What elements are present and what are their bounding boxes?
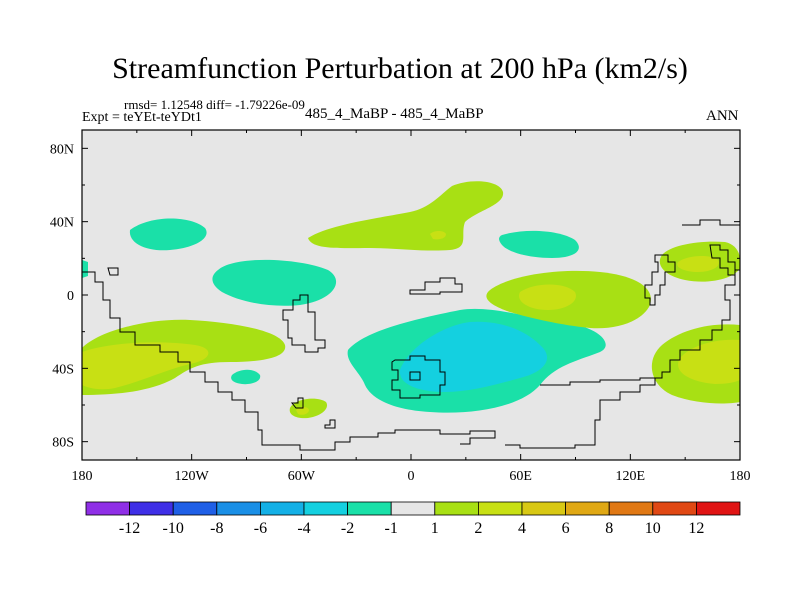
coastline [290,397,304,409]
x-axis: 180 120W 60W 0 60E 120E 180 [72,130,751,484]
colorbar-swatch [259,501,305,516]
coastline [282,294,326,353]
coastline [82,271,270,446]
contour-negative-2 [677,256,719,272]
colorbar-label: 6 [562,520,570,537]
colorbar: -12 -10 -8 -6 -4 -2 -1 1 2 4 6 8 10 12 [85,501,741,537]
coastline [391,355,446,399]
colorbar-swatch [129,501,174,516]
x-tick-label: 180 [72,469,93,484]
x-tick-label: 0 [408,469,415,484]
colorbar-label: 10 [645,520,661,537]
season-label: ANN [706,108,739,124]
colorbar-label: -6 [254,520,267,537]
colorbar-swatch [652,501,697,516]
colorbar-swatch [696,501,741,516]
contour-fills [82,181,740,419]
coastline [709,244,736,276]
colorbar-label: 4 [518,520,526,537]
x-tick-label: 60E [509,469,532,484]
colorbar-label: -12 [119,520,140,537]
coastline [505,377,656,449]
contour-positive-2 [399,321,548,392]
y-axis: 80N 40N 0 40S 80S [50,142,740,451]
coastline [409,371,421,381]
stats-text: rmsd= 1.12548 diff= -1.79226e-09 [124,97,305,112]
x-tick-label: 180 [730,469,751,484]
contour-negative-2 [519,284,576,310]
contour-positive-1 [82,260,88,278]
colorbar-swatch [216,501,261,516]
y-tick-label: 80S [52,436,74,451]
colorbar-label: 1 [431,520,439,537]
colorbar-swatch [85,501,130,516]
experiment-label: Expt = teYEt-teYDt1 [82,110,202,125]
contour-positive-1 [129,218,207,251]
coastline [107,267,119,276]
coastline [270,429,496,451]
x-tick-label: 120W [175,469,210,484]
contour-positive-1 [499,230,579,258]
colorbar-label: 8 [605,520,613,537]
colorbar-swatch [521,501,566,516]
contour-negative-2 [296,407,309,415]
chart-title: Streamfunction Perturbation at 200 hPa (… [112,52,688,85]
contour-negative-2 [430,231,446,240]
colorbar-swatch [565,501,610,516]
colorbar-swatch [434,501,479,516]
contour-negative-2 [82,342,209,390]
coastlines [82,219,740,451]
y-tick-label: 80N [50,142,74,157]
colorbar-label: -10 [163,520,184,537]
colorbar-swatch [303,501,348,516]
contour-negative-2 [678,339,740,384]
contour-positive-1 [410,323,420,331]
colorbar-swatch [477,501,523,516]
colorbar-label: -4 [297,520,310,537]
coastline [655,269,740,379]
x-tick-label: 60W [288,469,316,484]
colorbar-label: 12 [688,520,704,537]
experiment-names: 485_4_MaBP - 485_4_MaBP [305,106,484,122]
contour-positive-1 [212,259,337,306]
colorbar-swatch [172,501,218,516]
coastline [324,419,336,429]
coastline [409,277,463,295]
y-tick-label: 40N [50,216,74,231]
coastline [682,219,740,226]
contour-positive-1 [231,369,261,385]
colorbar-swatch [608,501,654,516]
colorbar-swatch [347,501,392,516]
y-tick-label: 0 [67,289,74,304]
colorbar-label: -2 [341,520,354,537]
colorbar-label: -8 [210,520,223,537]
x-tick-label: 120E [616,469,646,484]
colorbar-swatch [390,501,436,516]
y-tick-label: 40S [52,362,74,377]
colorbar-label: -1 [385,520,398,537]
colorbar-label: 2 [474,520,482,537]
contour-negative-1 [308,181,504,251]
coastline [644,254,676,306]
